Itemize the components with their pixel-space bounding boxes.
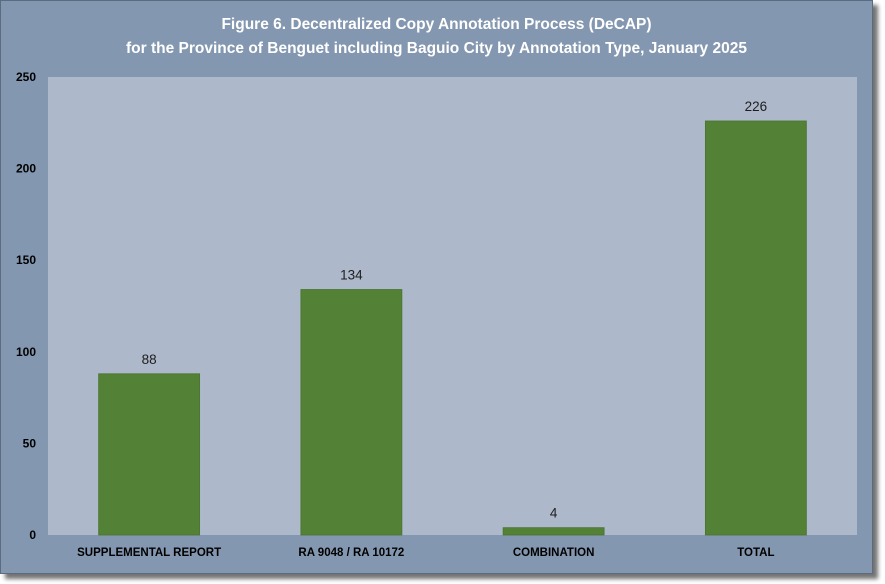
- y-axis: 0 50 100 150 200 250: [16, 70, 36, 542]
- data-label: 134: [340, 268, 363, 283]
- y-tick-label: 100: [16, 345, 36, 359]
- chart-title-line-1: Figure 6. Decentralized Copy Annotation …: [221, 16, 652, 33]
- x-tick-label: COMBINATION: [513, 547, 595, 559]
- bar: [502, 527, 605, 536]
- data-label: 226: [745, 99, 768, 114]
- bar: [300, 289, 403, 536]
- chart-title-line-2: for the Province of Benguet including Ba…: [126, 40, 747, 57]
- data-label: 4: [550, 506, 558, 521]
- x-tick-label: SUPPLEMENTAL REPORT: [77, 547, 221, 559]
- data-label: 88: [142, 352, 157, 367]
- bar: [704, 120, 807, 536]
- bar-series: 88 134 4 226: [98, 99, 807, 536]
- y-tick-label: 200: [16, 162, 36, 176]
- y-tick-label: 0: [29, 528, 36, 542]
- y-tick-label: 150: [16, 253, 36, 267]
- bar: [98, 373, 201, 536]
- x-tick-label: TOTAL: [737, 547, 774, 559]
- chart-title: Figure 6. Decentralized Copy Annotation …: [1, 13, 872, 61]
- y-tick-label: 250: [16, 70, 36, 84]
- x-axis: SUPPLEMENTAL REPORT RA 9048 / RA 10172 COM…: [77, 547, 774, 559]
- x-tick-label: RA 9048 / RA 10172: [298, 547, 404, 559]
- y-tick-label: 50: [23, 436, 37, 450]
